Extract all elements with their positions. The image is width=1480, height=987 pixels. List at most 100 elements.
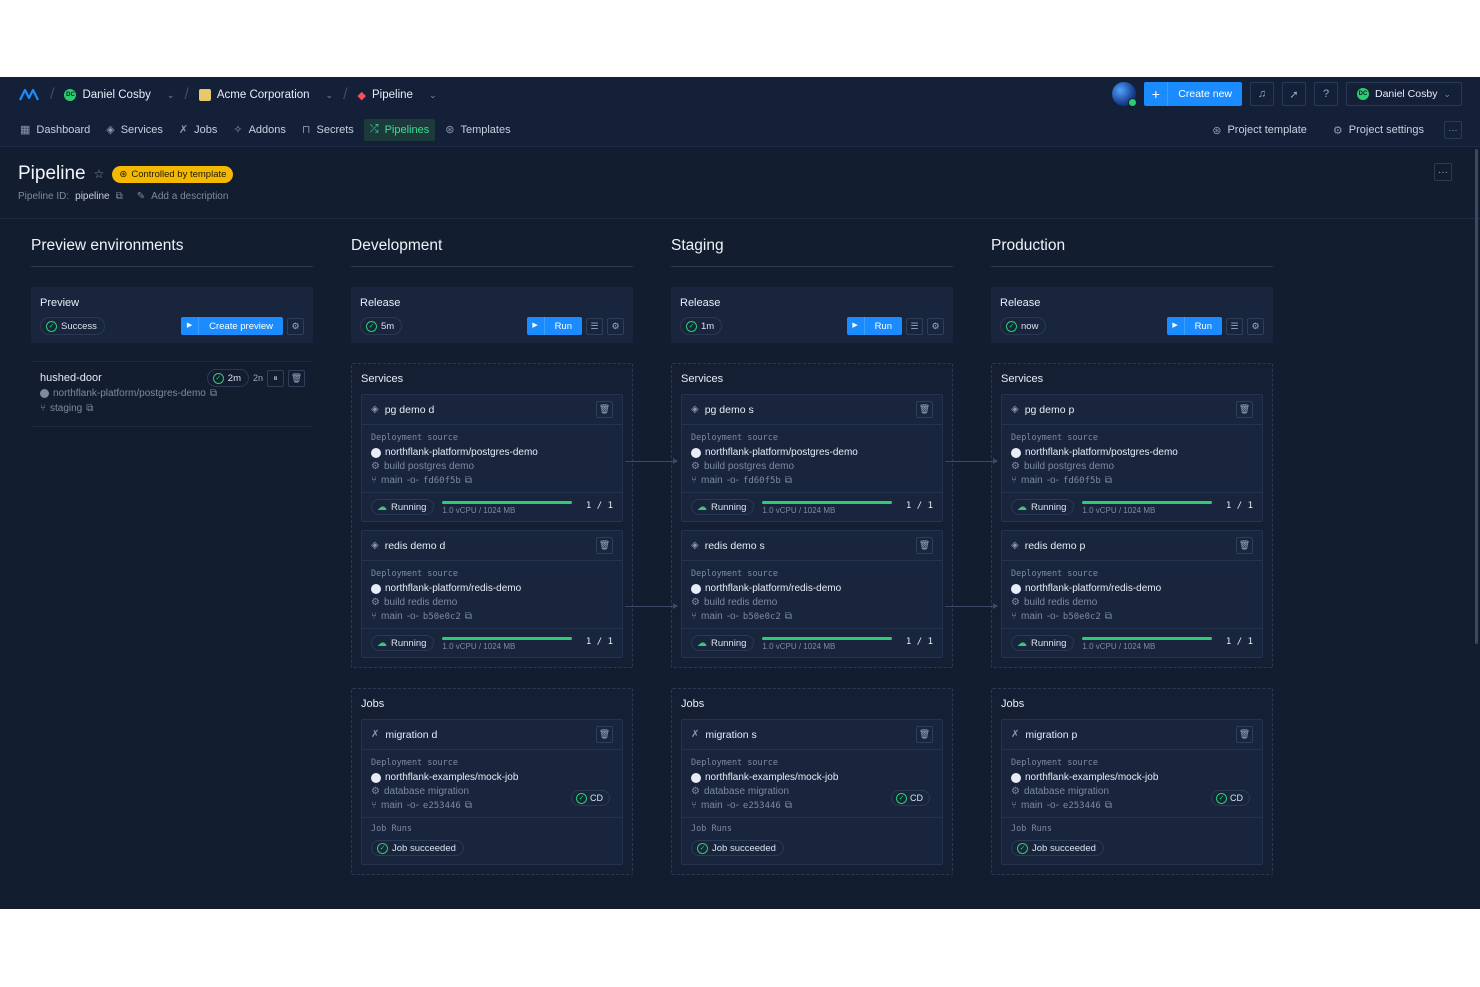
pipeline-id-value: pipeline bbox=[75, 191, 110, 202]
copy-icon[interactable]: ⧉ bbox=[784, 611, 792, 622]
trash-icon[interactable]: 🗑 bbox=[596, 726, 613, 743]
copy-icon[interactable]: ⧉ bbox=[1104, 475, 1112, 486]
service-card[interactable]: ◈ pg demo p 🗑 Deployment source northflank… bbox=[1001, 394, 1263, 522]
copy-icon[interactable]: ⧉ bbox=[115, 191, 123, 202]
service-name: pg demo d bbox=[384, 403, 435, 416]
breadcrumb-project[interactable]: ◆ Pipeline ⌄ bbox=[358, 89, 437, 102]
globe-avatar-icon[interactable] bbox=[1112, 82, 1138, 107]
release-age-label: 5m bbox=[381, 320, 395, 332]
create-new-button[interactable]: + Create new bbox=[1144, 82, 1242, 106]
template-icon: ⊛ bbox=[1212, 124, 1222, 137]
trash-icon[interactable]: 🗑 bbox=[1236, 537, 1253, 554]
gear-icon[interactable]: ⚙ bbox=[927, 317, 944, 335]
cd-label: CD bbox=[590, 793, 603, 803]
help-icon[interactable]: ? bbox=[1314, 82, 1338, 106]
promotion-arrow bbox=[625, 603, 678, 609]
account-avatar: DC bbox=[1357, 88, 1369, 100]
preview-env-branch: staging bbox=[50, 403, 83, 414]
layers-icon: ◈ bbox=[1011, 540, 1019, 551]
copy-icon[interactable]: ⧉ bbox=[784, 800, 792, 811]
job-status-badge[interactable]: ✓ Job succeeded bbox=[1011, 840, 1104, 856]
more-options-icon[interactable]: ··· bbox=[1444, 121, 1462, 139]
bell-icon[interactable]: ♫ bbox=[1250, 82, 1274, 106]
copy-icon[interactable]: ⧉ bbox=[1104, 611, 1112, 622]
trash-icon[interactable]: 🗑 bbox=[916, 726, 933, 743]
preview-environment-row[interactable]: hushed-door northflank-platform/postgres… bbox=[31, 361, 313, 427]
copy-icon[interactable]: ⧉ bbox=[464, 800, 472, 811]
run-button[interactable]: ▶ Run bbox=[1166, 317, 1222, 335]
job-status-badge[interactable]: ✓ Job succeeded bbox=[691, 840, 784, 856]
trash-icon[interactable]: 🗑 bbox=[596, 401, 613, 418]
nav-secrets[interactable]: ⊓ Secrets bbox=[296, 119, 360, 141]
branch-icon: ⑂ bbox=[371, 800, 377, 811]
trash-icon[interactable]: 🗑 bbox=[596, 537, 613, 554]
copy-icon[interactable]: ⧉ bbox=[464, 475, 472, 486]
trash-icon[interactable]: 🗑 bbox=[1236, 726, 1253, 743]
create-preview-button[interactable]: ▶ Create preview bbox=[181, 317, 283, 335]
trash-icon[interactable]: 🗑 bbox=[288, 369, 305, 387]
nav-dashboard[interactable]: ▦ Dashboard bbox=[14, 119, 96, 141]
job-status-badge[interactable]: ✓ Job succeeded bbox=[371, 840, 464, 856]
project-settings-link[interactable]: ⚙ Project settings bbox=[1327, 119, 1430, 141]
service-card[interactable]: ◈ redis demo p 🗑 Deployment source northfl… bbox=[1001, 530, 1263, 658]
scrollbar[interactable] bbox=[1475, 149, 1478, 644]
gear-icon[interactable]: ⚙ bbox=[1247, 317, 1264, 335]
nav-templates[interactable]: ⊛ Templates bbox=[439, 119, 516, 141]
job-card[interactable]: ✗ migration p 🗑 Deployment source northfla… bbox=[1001, 719, 1263, 865]
job-card[interactable]: ✗ migration s 🗑 Deployment source northfla… bbox=[681, 719, 943, 865]
trash-icon[interactable]: 🗑 bbox=[916, 401, 933, 418]
resource-meter: 1.0 vCPU / 1024 MB bbox=[762, 635, 893, 651]
lock-icon: ⊓ bbox=[301, 124, 311, 136]
services-group: Services ◈ pg demo s 🗑 Deployment source n… bbox=[671, 363, 953, 668]
cloud-icon: ☁ bbox=[697, 637, 707, 649]
template-badge[interactable]: ⊛ Controlled by template bbox=[112, 165, 234, 183]
star-icon[interactable]: ☆ bbox=[93, 167, 105, 181]
stage-column-staging: Staging Release ✓ 1m ▶ Run ☰ ⚙ Services ◈ p… bbox=[671, 237, 953, 875]
play-icon: ▶ bbox=[847, 317, 865, 335]
gear-icon[interactable]: ⚙ bbox=[607, 317, 624, 335]
create-preview-label: Create preview bbox=[209, 320, 273, 332]
account-menu-button[interactable]: DC Daniel Cosby ⌄ bbox=[1346, 82, 1462, 106]
service-branch: main bbox=[701, 475, 723, 486]
service-card[interactable]: ◈ pg demo s 🗑 Deployment source northflank… bbox=[681, 394, 943, 522]
service-card[interactable]: ◈ pg demo d 🗑 Deployment source northflank… bbox=[361, 394, 623, 522]
breadcrumb-user[interactable]: DC Daniel Cosby ⌄ bbox=[64, 89, 174, 101]
run-label: Run bbox=[1194, 320, 1212, 332]
copy-icon[interactable]: ⧉ bbox=[784, 475, 792, 486]
rocket-icon[interactable]: ➚ bbox=[1282, 82, 1306, 106]
nav-services[interactable]: ◈ Services bbox=[100, 119, 169, 141]
pause-icon[interactable]: ⏸ bbox=[267, 369, 284, 387]
secondary-age-label: 2n bbox=[252, 373, 263, 383]
deployment-source-label: Deployment source bbox=[1011, 433, 1098, 443]
nav-pipelines[interactable]: ⤮ Pipelines bbox=[363, 118, 436, 141]
more-options-icon[interactable]: ··· bbox=[1434, 163, 1452, 181]
service-card[interactable]: ◈ redis demo s 🗑 Deployment source northfl… bbox=[681, 530, 943, 658]
runner-icon: ✗ bbox=[691, 729, 700, 740]
list-icon[interactable]: ☰ bbox=[1226, 317, 1243, 335]
list-icon[interactable]: ☰ bbox=[586, 317, 603, 335]
nav-addons[interactable]: ✧ Addons bbox=[227, 119, 292, 141]
northflank-logo-icon[interactable] bbox=[18, 84, 40, 106]
list-icon[interactable]: ☰ bbox=[906, 317, 923, 335]
add-description-link[interactable]: Add a description bbox=[151, 191, 229, 202]
breadcrumb-team[interactable]: Acme Corporation ⌄ bbox=[198, 89, 333, 101]
build-icon: ⚙ bbox=[1011, 597, 1020, 608]
cd-badge: ✓ CD bbox=[891, 790, 930, 806]
gear-icon[interactable]: ⚙ bbox=[287, 317, 304, 335]
service-card[interactable]: ◈ redis demo d 🗑 Deployment source northfl… bbox=[361, 530, 623, 658]
copy-icon[interactable]: ⧉ bbox=[1104, 800, 1112, 811]
resource-meter-track bbox=[762, 637, 893, 640]
project-template-link[interactable]: ⊛ Project template bbox=[1206, 119, 1313, 141]
run-button[interactable]: ▶ Run bbox=[846, 317, 902, 335]
github-icon bbox=[371, 583, 381, 594]
copy-icon[interactable]: ⧉ bbox=[86, 403, 94, 414]
job-card[interactable]: ✗ migration d 🗑 Deployment source northfla… bbox=[361, 719, 623, 865]
breadcrumb-user-label: Daniel Cosby bbox=[82, 89, 151, 101]
copy-icon[interactable]: ⧉ bbox=[209, 388, 217, 399]
trash-icon[interactable]: 🗑 bbox=[1236, 401, 1253, 418]
replica-count: 1 / 1 bbox=[1225, 501, 1253, 511]
run-button[interactable]: ▶ Run bbox=[526, 317, 582, 335]
nav-jobs[interactable]: ✗ Jobs bbox=[173, 119, 223, 141]
copy-icon[interactable]: ⧉ bbox=[464, 611, 472, 622]
trash-icon[interactable]: 🗑 bbox=[916, 537, 933, 554]
